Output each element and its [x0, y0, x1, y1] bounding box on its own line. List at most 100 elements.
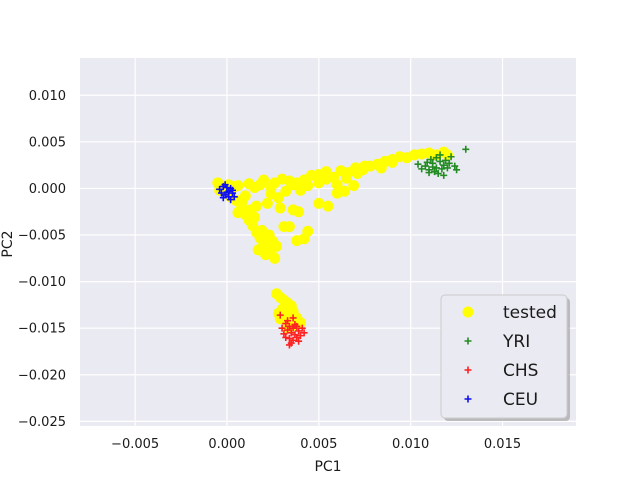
y-tick-label: 0.000	[29, 182, 66, 197]
y-tick-label: −0.020	[18, 368, 66, 383]
tested-point	[287, 179, 299, 191]
tested-point	[293, 206, 305, 218]
series-yri	[414, 145, 470, 179]
x-tick-label: 0.000	[208, 437, 245, 452]
chs-point	[293, 322, 301, 330]
chs-point	[298, 324, 306, 332]
yri-point	[440, 161, 448, 169]
chs-point	[295, 337, 303, 345]
yri-point	[427, 156, 435, 164]
yri-point	[451, 162, 459, 170]
tested-point	[386, 156, 398, 168]
ceu-point	[225, 187, 233, 195]
tested-point	[441, 149, 453, 161]
chs-point	[289, 314, 297, 322]
tested-point	[278, 221, 290, 233]
legend: tested YRI CHS CEU	[440, 294, 570, 421]
chs-point	[285, 341, 293, 349]
ceu-point	[217, 189, 225, 197]
x-tick-label: 0.005	[300, 437, 337, 452]
ceu-point	[221, 181, 229, 189]
series-ceu	[216, 181, 238, 204]
chs-point	[280, 330, 288, 338]
y-tick-label: −0.025	[18, 415, 66, 430]
chs-point	[282, 333, 290, 341]
yri-point	[425, 169, 433, 177]
series-tested	[212, 146, 453, 334]
yri-point	[442, 156, 450, 164]
yri-point	[423, 158, 431, 166]
chs-point	[276, 311, 284, 319]
tested-point	[239, 190, 251, 202]
chs-point	[285, 334, 293, 342]
tested-point	[261, 197, 273, 209]
tested-point	[232, 207, 244, 219]
y-tick-label: −0.005	[18, 229, 66, 244]
x-axis-label: PC1	[314, 459, 341, 475]
yri-point	[432, 154, 440, 162]
chs-point	[296, 332, 304, 340]
tested-point	[348, 180, 360, 192]
chs-point	[284, 326, 292, 334]
tested-point	[351, 168, 363, 180]
legend-label-ceu: CEU	[503, 390, 538, 410]
yri-point	[434, 170, 442, 178]
tested-point	[291, 235, 303, 247]
y-tick-label: 0.010	[29, 89, 66, 104]
data-points	[212, 145, 470, 349]
y-tick-label: −0.015	[18, 322, 66, 337]
legend-label-tested: tested	[503, 303, 557, 323]
yri-point	[462, 145, 470, 153]
y-tick-label: −0.010	[18, 275, 66, 290]
yri-point	[429, 163, 437, 171]
ceu-point	[216, 185, 224, 193]
chs-point	[285, 322, 293, 330]
yri-point	[421, 162, 429, 170]
yri-point	[436, 151, 444, 159]
tested-point	[313, 197, 325, 209]
tested-point	[252, 244, 264, 256]
chs-point	[287, 329, 295, 337]
yri-point	[445, 159, 453, 167]
x-tick-label: 0.015	[484, 437, 521, 452]
tested-point	[271, 240, 283, 252]
yri-point	[414, 160, 422, 168]
legend-box	[440, 294, 568, 419]
tested-point	[274, 202, 286, 214]
ceu-point	[227, 196, 235, 204]
tested-point	[340, 172, 352, 184]
chs-point	[295, 327, 303, 335]
legend-marker-yri	[464, 337, 472, 345]
legend-marker-chs	[464, 366, 472, 374]
legend-marker-tested	[462, 306, 474, 318]
series-chs	[276, 311, 308, 349]
chs-point	[293, 333, 301, 341]
tested-point	[280, 185, 292, 197]
ceu-point	[219, 194, 227, 202]
tested-point	[375, 162, 387, 174]
tested-point	[359, 160, 371, 172]
yri-point	[431, 168, 439, 176]
tested-point	[249, 211, 261, 223]
yri-point	[443, 164, 451, 172]
tested-point	[339, 185, 351, 197]
chs-point	[278, 324, 286, 332]
yri-point	[432, 164, 440, 172]
tested-point	[331, 179, 343, 191]
legend-label-yri: YRI	[502, 332, 530, 352]
tested-point	[269, 252, 281, 264]
legend-label-chs: CHS	[503, 361, 538, 381]
tested-point	[265, 188, 277, 200]
ceu-point	[228, 186, 236, 194]
y-tick-labels: 0.010 0.005 0.000 −0.005 −0.010 −0.015 −0.020 −…	[18, 89, 66, 430]
x-tick-labels: −0.005 0.000 0.005 0.010 0.015	[111, 437, 521, 452]
x-tick-label: 0.010	[392, 437, 429, 452]
y-axis-label: PC2	[0, 230, 16, 257]
y-tick-label: 0.005	[29, 135, 66, 150]
chs-point	[300, 329, 308, 337]
tested-point	[313, 177, 325, 189]
ceu-point	[230, 193, 238, 201]
tested-point	[232, 180, 244, 192]
yri-point	[440, 171, 448, 179]
